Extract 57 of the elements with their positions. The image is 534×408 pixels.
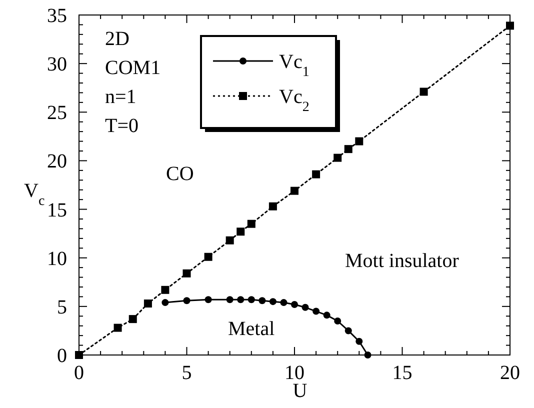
point xyxy=(334,154,342,162)
y-tick-label: 15 xyxy=(47,199,67,222)
point xyxy=(344,327,352,334)
point xyxy=(161,286,170,294)
annotation: Metal xyxy=(228,318,276,340)
point xyxy=(248,296,255,304)
annotation: Mott insulator xyxy=(345,250,460,272)
point xyxy=(226,236,234,244)
point xyxy=(236,228,245,236)
point xyxy=(420,88,428,96)
point xyxy=(75,351,83,359)
y-axis-title: V$_{c}$ xyxy=(24,180,45,208)
point xyxy=(323,312,330,319)
point xyxy=(258,297,266,304)
x-tick-label: 5 xyxy=(182,362,192,384)
point xyxy=(226,296,234,304)
point xyxy=(312,170,320,178)
y-tick-label: 20 xyxy=(47,150,67,173)
y-tick-label: 30 xyxy=(47,54,67,76)
point xyxy=(334,318,342,324)
point xyxy=(204,296,212,304)
y-tick-label: 5 xyxy=(57,296,67,318)
point xyxy=(114,324,122,332)
annotation: n=1 xyxy=(105,86,136,108)
point xyxy=(162,299,169,306)
point xyxy=(355,137,364,146)
point xyxy=(312,308,320,315)
point xyxy=(128,315,137,324)
point xyxy=(506,22,514,30)
annotation: COM1 xyxy=(105,57,161,79)
y-tick-label: 0 xyxy=(57,345,67,367)
point xyxy=(144,300,152,308)
point xyxy=(247,220,256,228)
y-tick-label: 35 xyxy=(47,5,67,27)
legend-label: Vc$_{1}$ xyxy=(279,51,310,80)
point xyxy=(364,352,372,358)
y-tick-label: 25 xyxy=(47,102,67,124)
point xyxy=(290,186,298,195)
point xyxy=(356,338,363,345)
point xyxy=(204,252,212,261)
point xyxy=(291,300,298,308)
annotation: 2D xyxy=(105,28,130,50)
legend-label: Vc$_{2}$ xyxy=(279,86,310,114)
point xyxy=(268,202,277,210)
y-tick-label: 10 xyxy=(47,248,67,270)
annotation: CO xyxy=(166,163,194,185)
point xyxy=(183,297,190,304)
annotation: T=0 xyxy=(105,115,138,137)
point xyxy=(237,296,244,304)
x-tick-label: 20 xyxy=(500,362,520,384)
point xyxy=(182,269,191,278)
point xyxy=(280,299,288,306)
point xyxy=(302,304,309,311)
x-tick-label: 0 xyxy=(74,362,84,384)
point xyxy=(344,145,352,154)
x-tick-label: 15 xyxy=(392,362,412,384)
point xyxy=(269,298,276,306)
